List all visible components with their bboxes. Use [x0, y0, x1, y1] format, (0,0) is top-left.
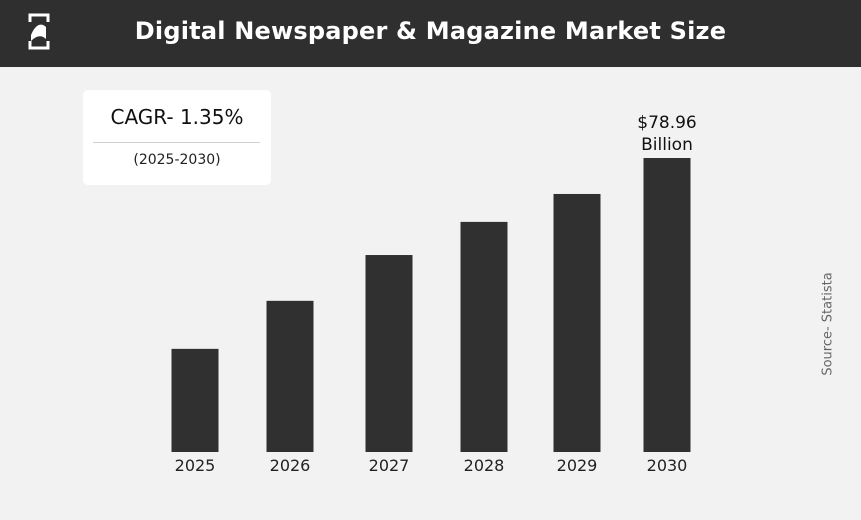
data-label: $78.96 — [637, 113, 696, 133]
x-tick-label: 2027 — [369, 456, 410, 475]
cagr-period: (2025-2030) — [133, 152, 221, 168]
bar-2025 — [171, 348, 219, 452]
x-tick-label: 2028 — [464, 456, 505, 475]
cagr-label: CAGR- 1.35% — [110, 105, 244, 129]
x-tick-label: 2029 — [557, 456, 598, 475]
chart-title: Digital Newspaper & Magazine Market Size — [134, 17, 727, 45]
x-tick-label: 2030 — [647, 456, 688, 475]
divider — [93, 142, 260, 143]
header-bar: Digital Newspaper & Magazine Market Size — [0, 0, 861, 67]
x-tick-label: 2025 — [175, 456, 216, 475]
bar-2028 — [460, 221, 508, 452]
data-label: Billion — [641, 135, 693, 155]
bar-2026 — [266, 300, 314, 452]
bar-2030 — [643, 158, 691, 452]
bar-2029 — [553, 193, 601, 452]
logo-icon — [28, 13, 50, 50]
bar-2027 — [365, 255, 413, 452]
cagr-box: CAGR- 1.35% (2025-2030) — [83, 90, 271, 185]
x-tick-label: 2026 — [270, 456, 311, 475]
